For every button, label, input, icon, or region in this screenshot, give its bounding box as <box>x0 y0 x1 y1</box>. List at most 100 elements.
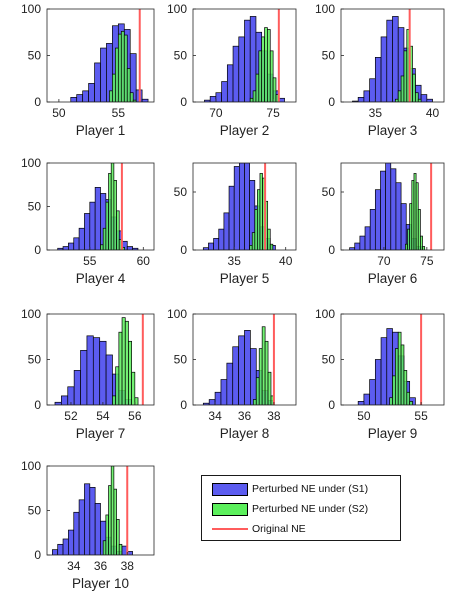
bars-player-2 <box>204 16 285 102</box>
x-tick-label: 50 <box>357 409 371 423</box>
s1-bar <box>73 237 80 250</box>
s2-bar <box>261 326 266 405</box>
bars-player-3 <box>352 16 433 102</box>
s1-bar <box>78 499 85 555</box>
bars-player-7 <box>54 317 139 405</box>
s1-bar <box>239 163 245 250</box>
subplot-player-5: 0 50 35 40 Player 5 <box>174 162 297 286</box>
y-tick-label: 0 <box>34 548 41 562</box>
s2-bar <box>118 331 123 405</box>
s1-bar <box>386 19 393 102</box>
bars-player-8 <box>202 326 275 405</box>
s1-bar <box>68 529 75 555</box>
s2-bar <box>108 173 112 250</box>
s2-bar <box>131 371 136 405</box>
y-tick-label: 50 <box>322 353 336 367</box>
s1-bar <box>57 543 64 555</box>
s1-bar <box>385 163 392 250</box>
y-tick-label: 50 <box>28 200 42 214</box>
s2-bar <box>249 245 253 250</box>
s2-bar <box>267 371 272 405</box>
y-tick-label: 50 <box>322 185 336 199</box>
subplot-title: Player 1 <box>76 123 126 138</box>
subplot-title: Player 7 <box>76 426 126 441</box>
x-tick-label: 40 <box>426 106 440 120</box>
y-tick-label: 0 <box>34 398 41 412</box>
s1-bar <box>426 98 433 102</box>
y-tick-label: 100 <box>315 2 335 16</box>
s2-bar <box>406 391 411 405</box>
y-tick-label: 0 <box>180 95 187 109</box>
s2-bar <box>115 366 120 405</box>
s2-bar <box>272 77 277 102</box>
s1-bar <box>94 62 101 102</box>
s2-bar <box>395 98 399 102</box>
s2-bar <box>254 209 258 250</box>
s1-bar <box>400 203 407 250</box>
s2-bar <box>249 97 254 102</box>
s1-bar <box>380 337 388 405</box>
x-tick-label: 60 <box>137 254 151 268</box>
s2-bar <box>269 243 274 250</box>
legend-label-s2: Perturbed NE under (S2) <box>252 503 369 515</box>
s1-bar <box>89 201 96 250</box>
subplot-title: Player 3 <box>368 123 418 138</box>
s1-bar <box>226 362 234 405</box>
bars-player-1 <box>70 23 149 102</box>
s1-bar <box>209 96 217 102</box>
s1-bar <box>126 246 133 250</box>
s1-bar <box>386 328 393 405</box>
s2-bar <box>105 201 109 250</box>
s2-bar <box>252 399 257 405</box>
x-tick-label: 35 <box>228 254 242 268</box>
s2-bar <box>102 227 107 250</box>
y-tick-label: 0 <box>328 243 335 257</box>
s2-bar <box>420 235 423 250</box>
s1-bar <box>100 47 107 102</box>
s1-bar <box>359 235 366 250</box>
s2-bar <box>110 163 115 250</box>
s2-bar <box>128 340 132 405</box>
s2-bar <box>264 27 268 102</box>
subplot-title: Player 5 <box>220 271 270 286</box>
s1-bar <box>226 64 234 102</box>
x-tick-label: 34 <box>208 409 222 423</box>
y-tick-label: 100 <box>21 156 41 170</box>
x-tick-label: 36 <box>238 409 252 423</box>
s1-bar <box>249 16 257 102</box>
s1-bar <box>80 350 88 405</box>
s2-bar <box>112 73 116 102</box>
s2-bar <box>126 68 131 102</box>
subplot-title: Player 4 <box>76 271 126 286</box>
s1-bar <box>357 401 365 405</box>
s2-bar <box>120 30 125 102</box>
legend-swatch-s1 <box>212 482 248 496</box>
s1-bar <box>250 348 257 405</box>
x-tick-label: 70 <box>377 254 391 268</box>
y-tick-label: 50 <box>174 353 188 367</box>
s1-bar <box>215 92 222 102</box>
subplot-player-8: 0 50 100 34 36 38 Player 8 <box>167 307 297 441</box>
s2-bar <box>422 246 426 250</box>
x-tick-label: 75 <box>266 106 280 120</box>
s2-bar <box>389 397 393 405</box>
s1-bar <box>61 395 69 405</box>
s1-bar <box>73 370 81 405</box>
subplot-player-4: 0 50 100 55 60 Player 4 <box>21 156 155 286</box>
s2-bar <box>118 543 123 555</box>
s1-bar <box>94 503 101 555</box>
s2-bar <box>255 377 260 405</box>
bars-player-5 <box>202 163 276 250</box>
s1-bar <box>99 340 107 405</box>
s2-bar <box>255 73 260 102</box>
bars-player-10 <box>51 466 133 555</box>
x-tick-label: 70 <box>209 106 223 120</box>
axes-frame <box>340 162 445 251</box>
s2-bar <box>102 540 107 555</box>
s2-bar <box>258 348 263 405</box>
s2-bar <box>108 485 112 555</box>
s1-bar <box>420 94 428 102</box>
s2-bar <box>124 320 129 405</box>
